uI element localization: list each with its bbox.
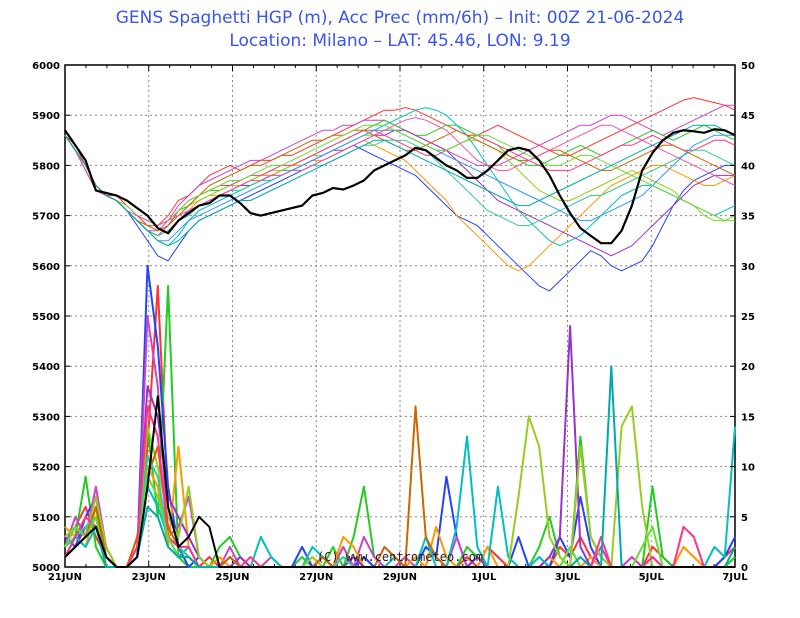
x-tick-label: 25JUN (215, 572, 249, 583)
y-right-tick-label: 25 (741, 312, 755, 323)
y-right-tick-label: 10 (741, 463, 755, 474)
y-left-tick-label: 5600 (32, 262, 60, 273)
x-tick-label: 7JUL (722, 572, 748, 583)
y-left-tick-label: 5300 (32, 412, 60, 423)
hgp-member-line (64, 107, 736, 247)
x-tick-label: 3JUL (555, 572, 581, 583)
y-left-tick-label: 5900 (32, 111, 60, 122)
x-tick-label: 23JUN (132, 572, 166, 583)
y-right-tick-label: 35 (741, 212, 755, 223)
y-right-tick-label: 15 (741, 412, 755, 423)
hgp-member-line (64, 135, 735, 292)
x-tick-label: 5JUL (639, 572, 665, 583)
y-left-tick-label: 5700 (32, 212, 60, 223)
hgp-member-line (64, 117, 736, 227)
x-tick-label: 21JUN (48, 572, 82, 583)
hgp-member-line (64, 97, 736, 227)
y-right-tick-label: 45 (741, 111, 755, 122)
chart-title: GENS Spaghetti HGP (m), Acc Prec (mm/6h)… (115, 8, 685, 28)
watermark-text: (C) www.centrometeo.com (317, 550, 483, 564)
x-tick-label: 1JUL (471, 572, 497, 583)
chart-subtitle: Location: Milano – LAT: 45.46, LON: 9.19 (229, 31, 571, 51)
hgp-member-line (64, 124, 735, 227)
y-left-tick-label: 5000 (32, 563, 60, 574)
y-right-tick-label: 0 (741, 563, 748, 574)
x-tick-label: 27JUN (299, 572, 333, 583)
y-left-tick-label: 5800 (32, 161, 60, 172)
y-right-tick-label: 30 (741, 262, 755, 273)
x-tick-label: 29JUN (383, 572, 417, 583)
y-left-tick-label: 5100 (32, 513, 60, 524)
hgp-mean-line (64, 128, 736, 245)
precip-series-group (64, 264, 736, 568)
y-left-tick-label: 5200 (32, 463, 60, 474)
y-right-tick-label: 20 (741, 362, 755, 373)
y-right-tick-label: 5 (741, 513, 748, 524)
y-left-tick-label: 6000 (32, 61, 60, 72)
y-left-tick-label: 5500 (32, 312, 60, 323)
y-right-tick-label: 50 (741, 61, 755, 72)
y-left-tick-label: 5400 (32, 362, 60, 373)
hgp-member-line (64, 124, 736, 247)
y-right-tick-label: 40 (741, 161, 755, 172)
hgp-member-line (64, 129, 736, 237)
precip-member-line (64, 395, 735, 568)
